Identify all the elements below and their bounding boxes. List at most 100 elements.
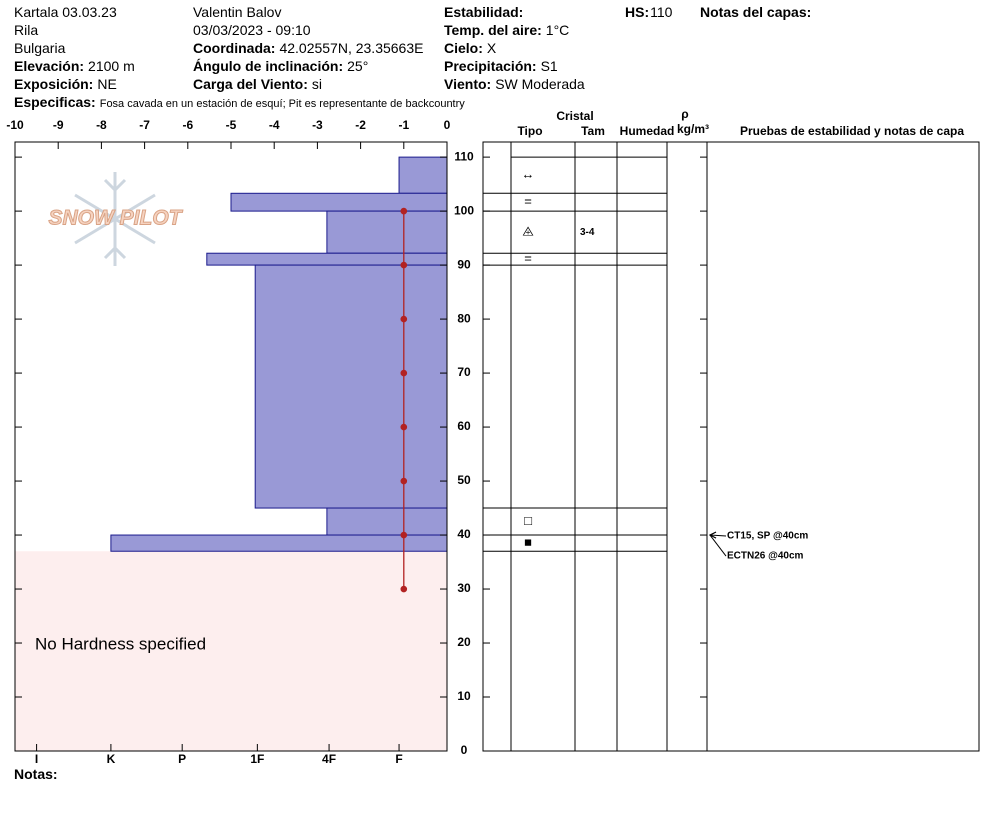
hardness-bar <box>230 192 448 212</box>
hardness-bar <box>206 252 448 266</box>
test-label: ECTN26 @40cm <box>727 551 804 562</box>
observer: Valentin Balov <box>193 4 282 20</box>
field-label: Ángulo de inclinación: <box>193 58 344 74</box>
hardness-bar <box>110 534 448 552</box>
y-tick-label: 20 <box>457 635 471 649</box>
hardness-bar <box>326 210 448 254</box>
header-type: Tipo <box>517 124 542 138</box>
x-tick-label: -1 <box>398 118 409 132</box>
hardness-bar <box>326 507 448 536</box>
hardness-tick-label: K <box>107 752 116 766</box>
no-hardness-area <box>15 551 447 751</box>
field-value: SW Moderada <box>495 76 585 92</box>
x-tick-label: -8 <box>96 118 107 132</box>
field-label: Temp. del aire: <box>444 22 542 38</box>
field-value: 2100 m <box>88 58 135 74</box>
field: Estabilidad: <box>444 4 527 20</box>
header-tests: Pruebas de estabilidad y notas de capa <box>740 124 964 138</box>
x-tick-label: -6 <box>182 118 193 132</box>
temperature-point <box>400 585 408 593</box>
x-tick-label: -3 <box>312 118 323 132</box>
hardness-bar <box>254 264 448 509</box>
field-label: Viento: <box>444 76 492 92</box>
field: Coordinada: 42.02557N, 23.35663E <box>193 40 423 56</box>
field-label: Exposición: <box>14 76 94 92</box>
field: Temp. del aire: 1°C <box>444 22 569 38</box>
field-value: S1 <box>540 58 558 74</box>
logo-text: SNOW PILOT <box>49 207 184 230</box>
field-label: Estabilidad: <box>444 4 524 20</box>
y-tick-label: 90 <box>457 257 471 271</box>
test-arrow <box>709 534 727 537</box>
x-tick-label: 0 <box>444 118 451 132</box>
y-tick-label: 100 <box>454 203 474 217</box>
y-tick-label: 80 <box>457 311 471 325</box>
country: Bulgaria <box>14 40 66 56</box>
field-value: Fosa cavada en un estación de esquí; Pit… <box>99 98 465 110</box>
temperature-point <box>400 369 408 377</box>
grain-type: □ <box>524 513 532 528</box>
grain-type: = <box>524 194 532 209</box>
field: Elevación: 2100 m <box>14 58 135 74</box>
date-time: 03/03/2023 - 09:10 <box>193 22 311 38</box>
y-tick-label: 50 <box>457 473 471 487</box>
field: Notas: <box>14 766 62 782</box>
x-tick-label: -4 <box>269 118 280 132</box>
header-moisture: Humedad <box>620 124 675 138</box>
y-tick-label: 60 <box>457 419 471 433</box>
field-value: 110 <box>650 4 673 20</box>
grain-type: = <box>524 251 532 266</box>
field-label: Notas del capas: <box>700 4 812 20</box>
test-arrow <box>709 534 727 557</box>
temperature-point <box>400 315 408 323</box>
grain-type: ■ <box>524 535 532 550</box>
field: Notas del capas: <box>700 4 815 20</box>
x-tick-label: -2 <box>355 118 366 132</box>
field: Especificas: Fosa cavada en un estación d… <box>14 94 465 112</box>
logo <box>74 172 156 266</box>
test-arrowhead <box>708 531 717 539</box>
header-size: Tam <box>581 124 605 138</box>
field-value: X <box>486 40 497 56</box>
field: Carga del Viento: si <box>193 76 322 92</box>
field: Exposición: NE <box>14 76 117 92</box>
field-label: Precipitación: <box>444 58 537 74</box>
temperature-point <box>400 207 408 215</box>
field-value: si <box>311 76 323 92</box>
field: HS:110 <box>625 4 672 20</box>
header-density: ρ <box>681 107 688 121</box>
temperature-point <box>400 423 408 431</box>
grain-type: ⨹ <box>522 224 534 239</box>
field: Viento: SW Moderada <box>444 76 585 92</box>
header-density-unit: kg/m³ <box>677 122 709 136</box>
x-tick-label: -10 <box>6 118 24 132</box>
field-value: 25° <box>347 58 369 74</box>
y-tick-label: 70 <box>457 365 471 379</box>
field-value: NE <box>97 76 117 92</box>
hardness-tick-label: P <box>178 752 186 766</box>
range: Rila <box>14 22 39 38</box>
grain-type: ↔ <box>522 167 535 182</box>
no-hardness-label: No Hardness specified <box>35 634 206 653</box>
field: Cielo: X <box>444 40 496 56</box>
field-value: 42.02557N, 23.35663E <box>279 40 424 56</box>
temperature-point <box>400 261 408 269</box>
hardness-bar <box>398 156 448 194</box>
pit-name: Kartala 03.03.23 <box>14 4 117 20</box>
y-tick-label: 40 <box>457 527 471 541</box>
header-crystal: Cristal <box>556 109 593 123</box>
field-value: 1°C <box>545 22 570 38</box>
field-label: Coordinada: <box>193 40 276 56</box>
table-frame <box>482 141 980 752</box>
y-tick-label: 30 <box>457 581 471 595</box>
field-label: Notas: <box>14 766 58 782</box>
field-label: Carga del Viento: <box>193 76 308 92</box>
temperature-point <box>400 531 408 539</box>
x-tick-label: -5 <box>226 118 237 132</box>
field-label: HS: <box>625 4 650 20</box>
hardness-tick-label: 1F <box>250 752 264 766</box>
field-label: Elevación: <box>14 58 85 74</box>
test-label: CT15, SP @40cm <box>727 531 808 542</box>
y-tick-label: 110 <box>454 149 474 163</box>
